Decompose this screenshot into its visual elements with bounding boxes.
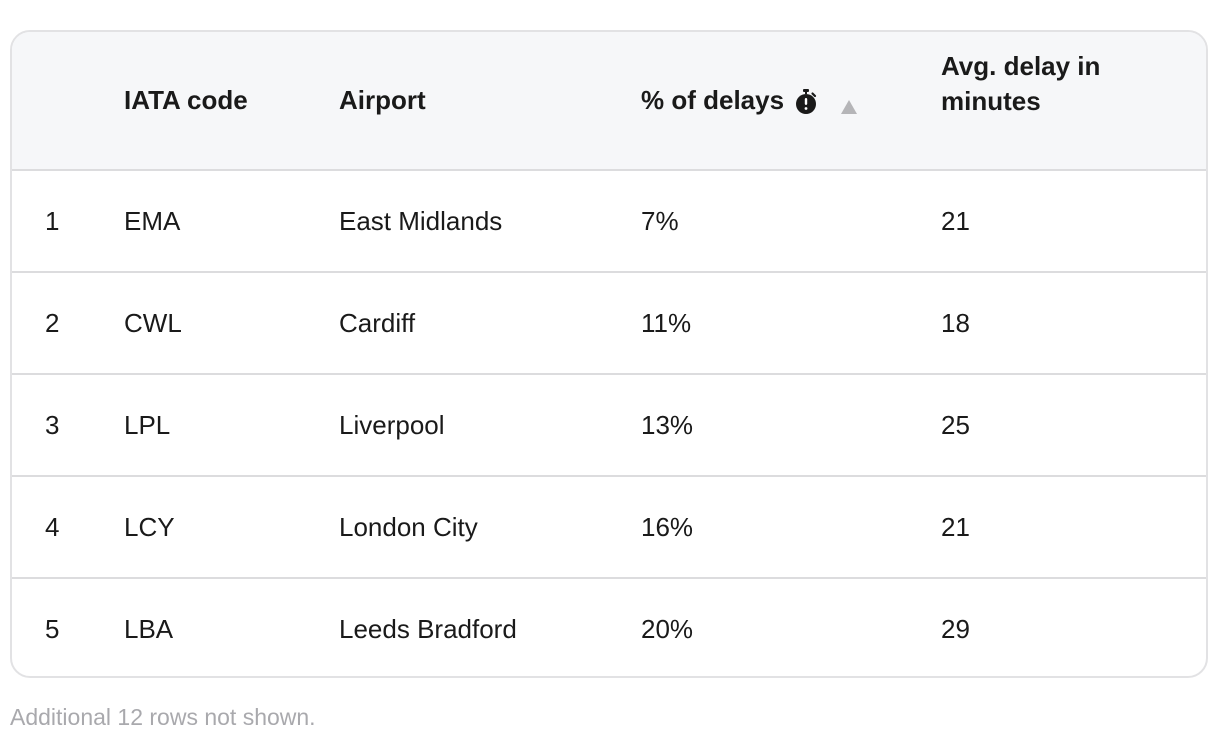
- header-avg-delay[interactable]: Avg. delay in minutes: [941, 32, 1206, 171]
- pct-delays-cell: 16%: [641, 476, 941, 579]
- rows-not-shown-note: Additional 12 rows not shown.: [10, 704, 316, 730]
- row-index: 1: [12, 170, 124, 273]
- avg-delay-cell: 18: [941, 272, 1206, 375]
- table-row: 3 LPL Liverpool 13% 25: [12, 374, 1206, 477]
- iata-code-cell: EMA: [124, 170, 339, 273]
- row-index: 3: [12, 374, 124, 477]
- airport-cell: Leeds Bradford: [339, 614, 517, 644]
- stopwatch-icon: [794, 88, 818, 115]
- header-avg-delay-label: Avg. delay in minutes: [941, 50, 1101, 116]
- airport-cell: East Midlands: [339, 170, 641, 273]
- header-airport[interactable]: Airport: [339, 32, 641, 171]
- sort-ascending-icon[interactable]: [840, 89, 858, 114]
- iata-code-cell: LCY: [124, 476, 339, 579]
- table-row: 1 EMA East Midlands 7% 21: [12, 170, 1206, 273]
- row-index: 5: [45, 614, 60, 644]
- pct-delays-cell: 11%: [641, 272, 941, 375]
- header-airport-label: Airport: [339, 85, 426, 115]
- data-table-card: IATA code Airport % of delays: [10, 30, 1208, 678]
- avg-delay-cell: 29: [941, 614, 970, 644]
- iata-code-cell: LBA: [124, 614, 174, 644]
- pct-delays-cell: 7%: [641, 170, 941, 273]
- avg-delay-cell: 25: [941, 374, 1206, 477]
- table-row: 2 CWL Cardiff 11% 18: [12, 272, 1206, 375]
- header-index: [12, 32, 124, 171]
- row-index: 4: [12, 476, 124, 579]
- header-row: IATA code Airport % of delays: [12, 32, 1206, 171]
- row-index: 2: [12, 272, 124, 375]
- header-iata-code-label: IATA code: [124, 85, 248, 115]
- pct-delays-cell: 20%: [641, 614, 694, 644]
- table-row: 5 LBA Leeds Bradford 20% 29: [12, 578, 1206, 676]
- header-pct-delays-label: % of delays: [641, 85, 785, 115]
- header-pct-delays[interactable]: % of delays: [641, 32, 941, 171]
- airport-cell: Liverpool: [339, 374, 641, 477]
- table-row: 4 LCY London City 16% 21: [12, 476, 1206, 579]
- airport-delays-table: IATA code Airport % of delays: [12, 32, 1206, 676]
- iata-code-cell: LPL: [124, 374, 339, 477]
- header-iata-code[interactable]: IATA code: [124, 32, 339, 171]
- iata-code-cell: CWL: [124, 272, 339, 375]
- avg-delay-cell: 21: [941, 476, 1206, 579]
- airport-cell: Cardiff: [339, 272, 641, 375]
- table-body: 1 EMA East Midlands 7% 21 2 CWL Cardiff …: [12, 170, 1206, 676]
- airport-cell: London City: [339, 476, 641, 579]
- pct-delays-cell: 13%: [641, 374, 941, 477]
- avg-delay-cell: 21: [941, 170, 1206, 273]
- table-header: IATA code Airport % of delays: [12, 32, 1206, 171]
